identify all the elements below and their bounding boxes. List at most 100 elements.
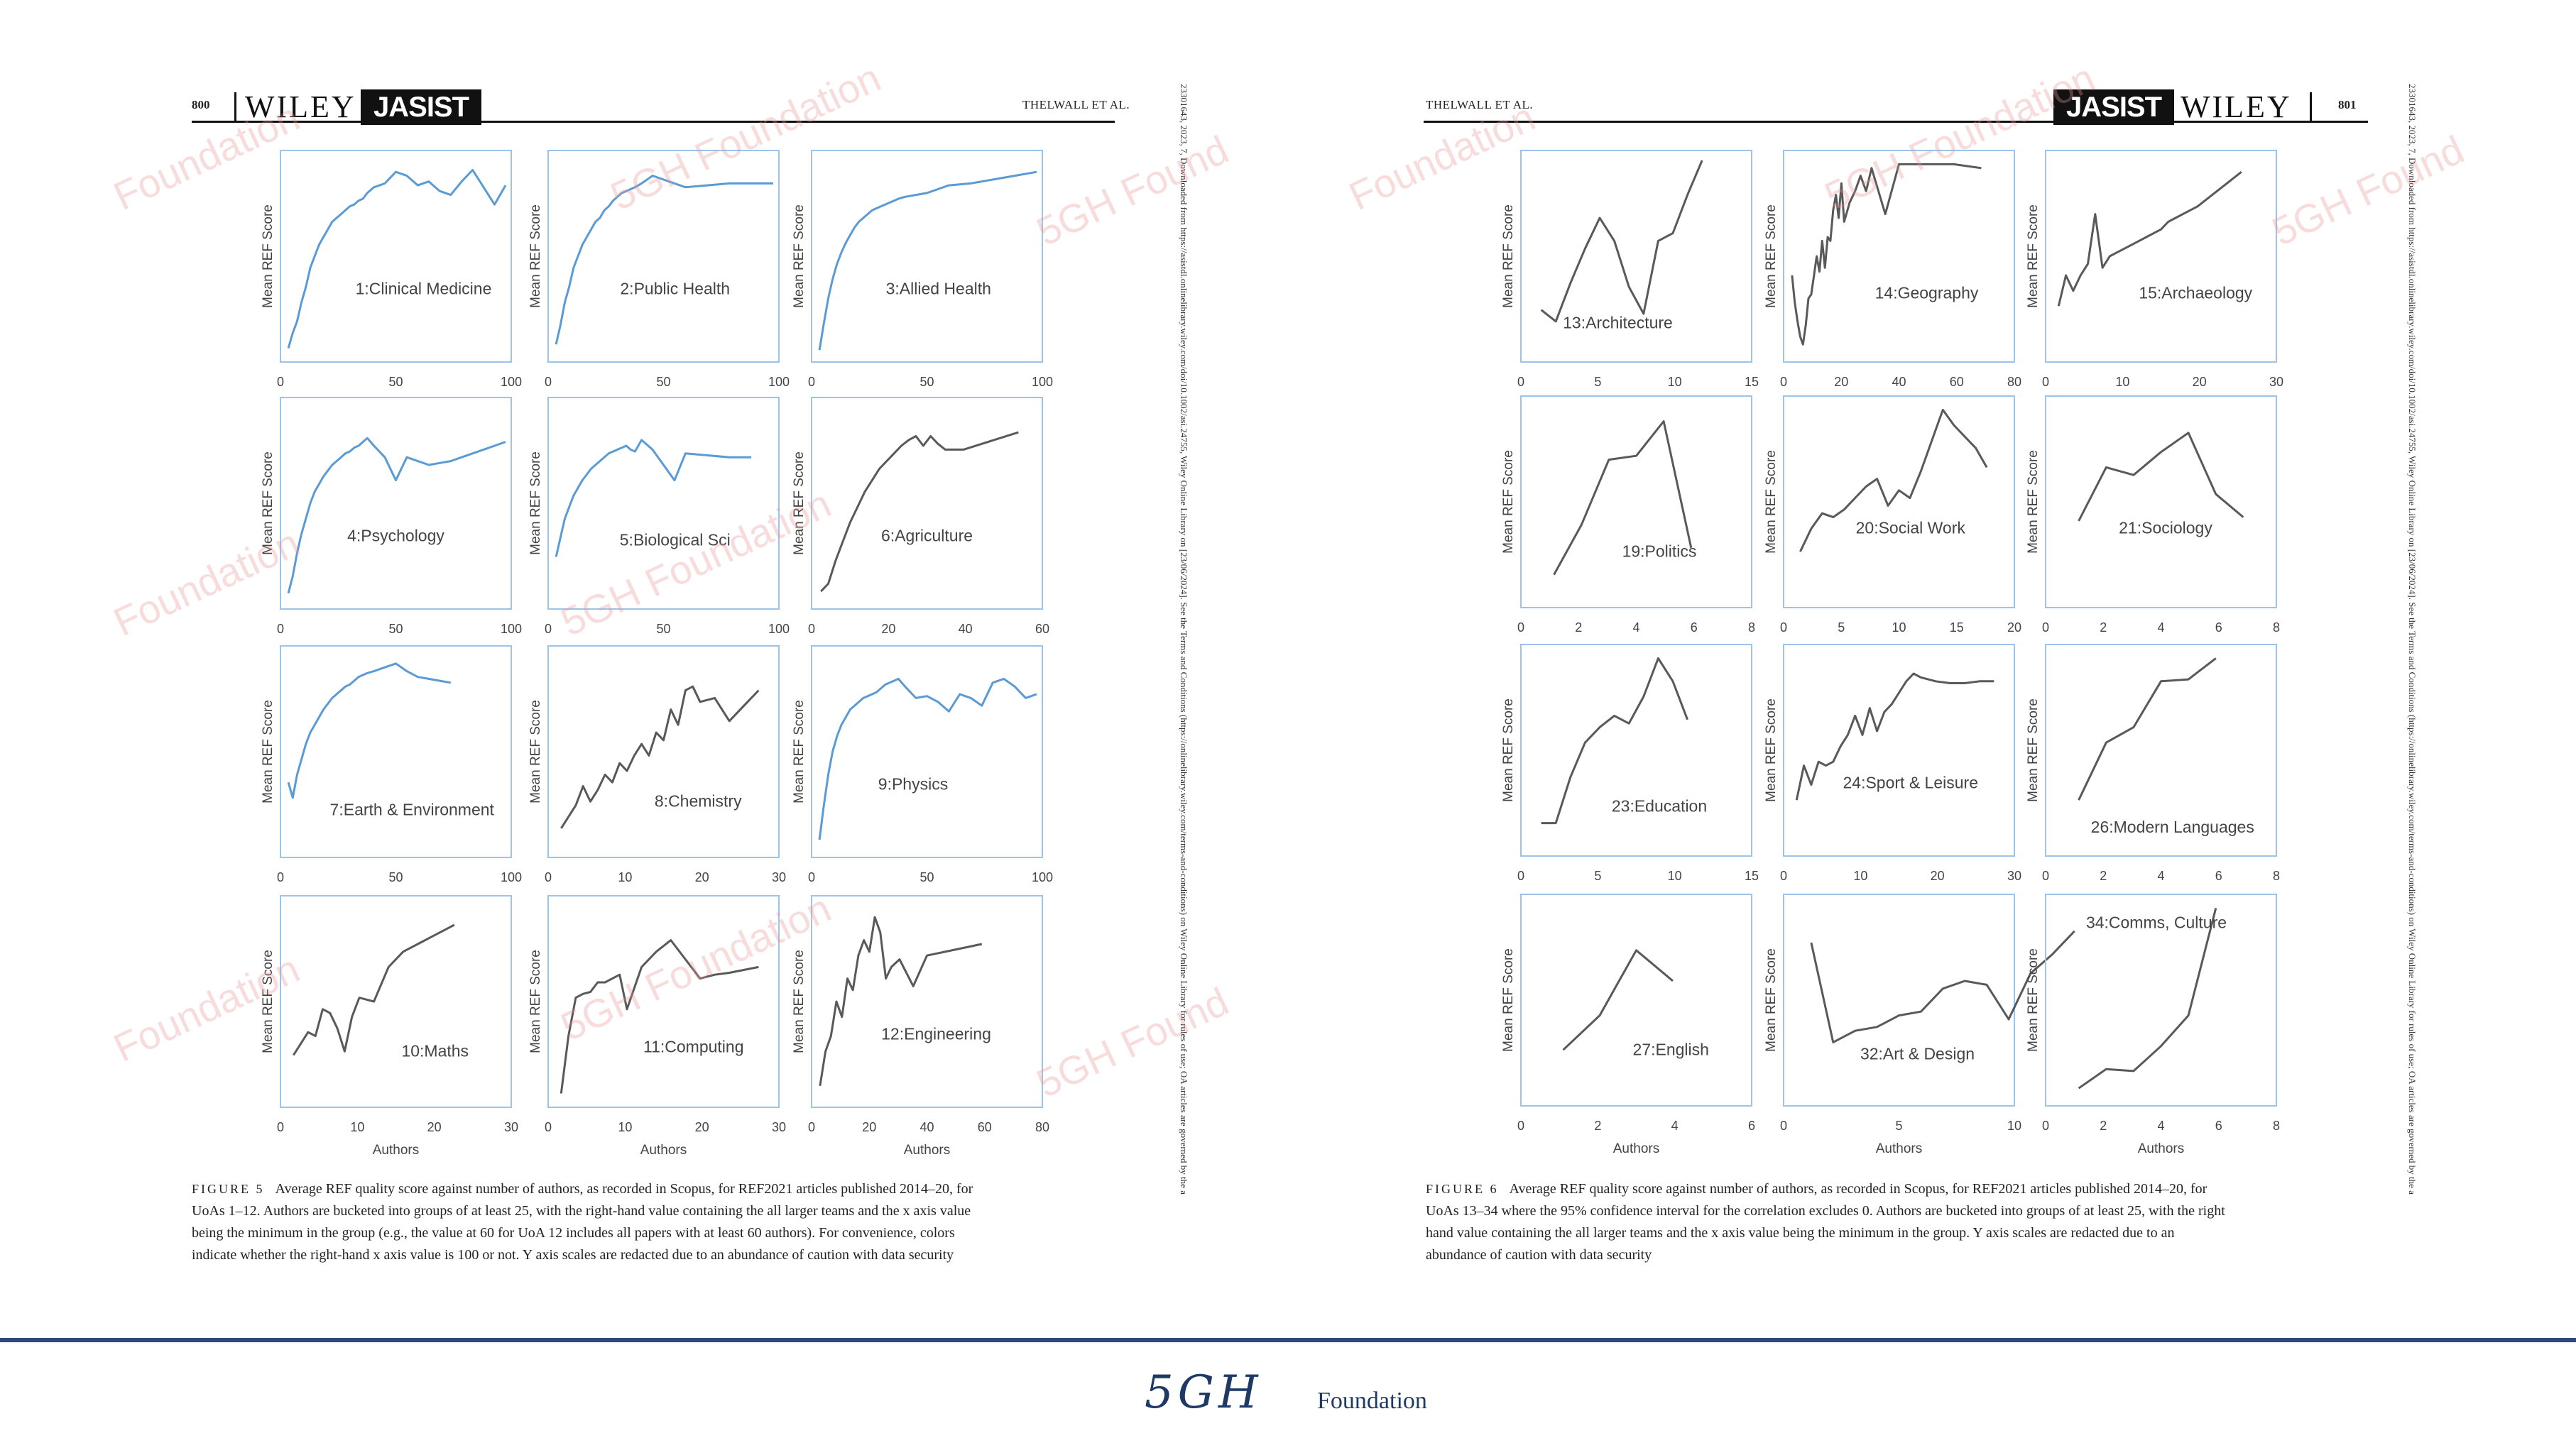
panel-frame	[2045, 894, 2277, 1107]
series-line	[2078, 432, 2244, 522]
series-line	[1791, 163, 1982, 346]
y-axis-label: Mean REF Score	[528, 451, 543, 555]
x-tick-label: 6	[2215, 620, 2222, 635]
x-tick-label: 6	[2215, 869, 2222, 883]
y-axis-label: Mean REF Score	[2026, 204, 2041, 308]
y-axis-label: Mean REF Score	[528, 950, 543, 1053]
y-axis-label: Mean REF Score	[261, 950, 275, 1053]
x-tick-label: 60	[1950, 375, 1964, 389]
x-tick-label: 5	[1895, 1119, 1902, 1133]
x-tick-label: 0	[2042, 1119, 2049, 1133]
x-tick-label: 0	[1780, 1119, 1787, 1133]
caption-line: UoAs 13–34 where the 95% confidence inte…	[1426, 1203, 2225, 1219]
x-tick-label: 15	[1745, 375, 1759, 389]
panel-frame	[1783, 644, 2015, 857]
x-tick-label: 20	[862, 1120, 876, 1134]
x-tick-label: 10	[350, 1120, 364, 1134]
x-tick-label: 8	[2273, 869, 2280, 883]
panel-title: 19:Politics	[1622, 542, 1697, 560]
x-axis-label: Authors	[640, 1143, 687, 1158]
panel-title: 5:Biological Sci	[620, 531, 731, 549]
x-tick-label: 100	[768, 622, 790, 636]
x-axis-label: Authors	[904, 1143, 950, 1158]
x-tick-label: 20	[427, 1120, 442, 1134]
series-line	[1795, 672, 1994, 801]
caption-line: UoAs 1–12. Authors are bucketed into gro…	[192, 1203, 971, 1219]
x-tick-label: 40	[1892, 375, 1906, 389]
x-tick-label: 10	[1668, 375, 1682, 389]
x-tick-label: 100	[501, 375, 522, 389]
x-tick-label: 30	[772, 870, 786, 884]
x-tick-label: 20	[881, 622, 895, 636]
x-tick-label: 50	[656, 375, 670, 389]
y-axis-label: Mean REF Score	[2026, 450, 2041, 554]
x-tick-label: 10	[618, 870, 632, 884]
series-line	[555, 439, 752, 557]
x-tick-label: 0	[1780, 375, 1787, 389]
x-tick-label: 8	[1748, 620, 1755, 635]
x-tick-label: 10	[2115, 375, 2129, 389]
x-tick-label: 0	[1780, 620, 1787, 635]
series-line	[1562, 949, 1674, 1051]
x-tick-label: 15	[1950, 620, 1964, 635]
y-axis-label: Mean REF Score	[528, 700, 543, 803]
x-tick-label: 0	[545, 870, 552, 884]
series-line	[1540, 160, 1703, 323]
y-axis-label: Mean REF Score	[261, 700, 275, 803]
series-line	[819, 916, 983, 1087]
caption-line: hand value containing the all larger tea…	[1426, 1225, 2175, 1241]
foundation-name: Foundation	[1317, 1388, 1427, 1414]
panel-title: 6:Agriculture	[881, 527, 973, 545]
page-number: 801	[2338, 98, 2357, 111]
x-tick-label: 5	[1838, 620, 1845, 635]
x-tick-label: 80	[2007, 375, 2021, 389]
x-tick-label: 0	[1517, 1119, 1524, 1133]
figure-label: FIGURE 6	[1426, 1182, 1499, 1196]
series-line	[818, 170, 1037, 351]
panel-title: 11:Computing	[643, 1038, 744, 1056]
panel-title: 27:English	[1633, 1040, 1709, 1058]
caption-line: abundance of caution with data security	[1426, 1247, 1652, 1263]
panel-title: 20:Social Work	[1856, 519, 1966, 537]
x-tick-label: 4	[2157, 620, 2164, 635]
x-tick-label: 15	[1745, 869, 1759, 883]
series-line	[818, 677, 1037, 840]
x-tick-label: 40	[959, 622, 973, 636]
panel-frame	[280, 645, 512, 858]
x-tick-label: 20	[2193, 375, 2207, 389]
y-axis-label: Mean REF Score	[792, 700, 807, 803]
x-tick-label: 30	[2269, 375, 2283, 389]
x-tick-label: 30	[2007, 869, 2021, 883]
panel-frame	[2045, 395, 2277, 608]
y-axis-label: Mean REF Score	[792, 451, 807, 555]
panel-title: 4:Psychology	[347, 527, 444, 545]
y-axis-label: Mean REF Score	[1764, 698, 1779, 802]
series-line	[2078, 657, 2217, 801]
x-tick-label: 50	[656, 622, 670, 636]
x-tick-label: 5	[1594, 375, 1601, 389]
header-tick	[2310, 92, 2312, 121]
panel-frame	[1783, 395, 2015, 608]
x-tick-label: 10	[1668, 869, 1682, 883]
panel-frame	[811, 645, 1043, 858]
series-line	[287, 169, 507, 349]
x-tick-label: 0	[545, 622, 552, 636]
y-axis-label: Mean REF Score	[528, 204, 543, 308]
x-tick-label: 0	[1517, 869, 1524, 883]
x-tick-label: 0	[1780, 869, 1787, 883]
x-tick-label: 4	[2157, 1119, 2164, 1133]
x-axis-label: Authors	[2138, 1141, 2184, 1156]
panel-title: 23:Education	[1612, 796, 1707, 815]
panel-frame	[1520, 644, 1752, 857]
x-tick-label: 60	[1035, 622, 1049, 636]
panel-title: 24:Sport & Leisure	[1843, 774, 1978, 792]
x-tick-label: 0	[277, 622, 284, 636]
y-axis-label: Mean REF Score	[261, 451, 275, 555]
panel-frame	[811, 150, 1043, 363]
foundation-logo: 5GH	[1145, 1366, 1262, 1419]
x-tick-label: 10	[1853, 869, 1867, 883]
x-tick-label: 0	[545, 1120, 552, 1134]
x-tick-label: 80	[1035, 1120, 1049, 1134]
x-tick-label: 50	[919, 375, 934, 389]
y-axis-label: Mean REF Score	[1764, 204, 1779, 308]
